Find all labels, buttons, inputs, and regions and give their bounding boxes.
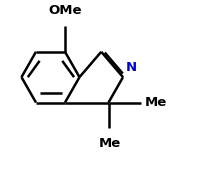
Text: Me: Me	[145, 96, 167, 109]
Text: N: N	[126, 61, 137, 74]
Text: Me: Me	[98, 137, 120, 150]
Text: OMe: OMe	[48, 4, 82, 17]
